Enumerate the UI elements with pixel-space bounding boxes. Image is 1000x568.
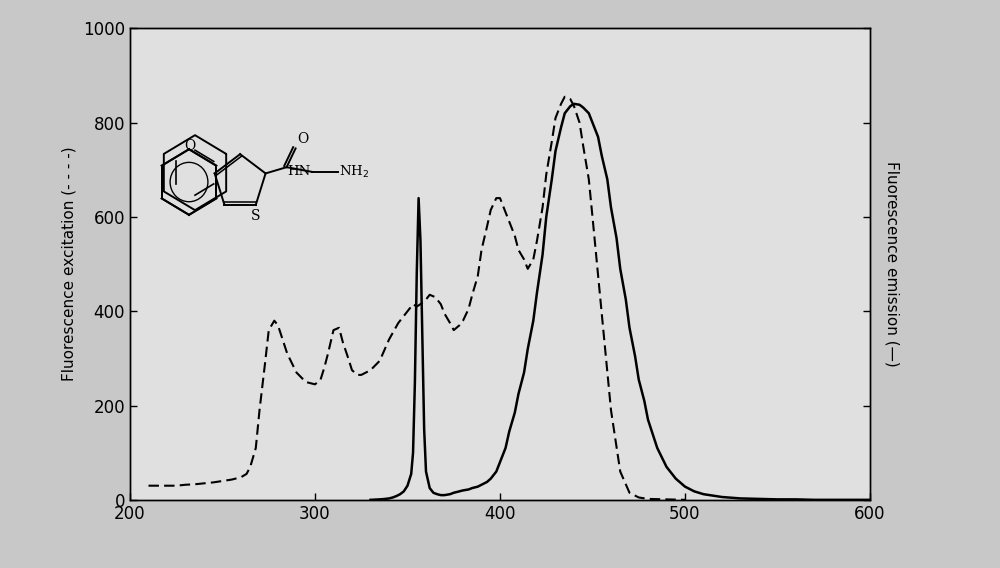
Text: NH$_2$: NH$_2$ — [339, 164, 369, 180]
Text: S: S — [251, 209, 261, 223]
Text: O: O — [184, 139, 195, 153]
Text: HN: HN — [287, 165, 311, 178]
Text: O: O — [297, 132, 308, 146]
Y-axis label: Fluorescence excitation (- - - -): Fluorescence excitation (- - - -) — [61, 147, 76, 382]
Y-axis label: Fluorescence emission (—): Fluorescence emission (—) — [885, 161, 900, 367]
